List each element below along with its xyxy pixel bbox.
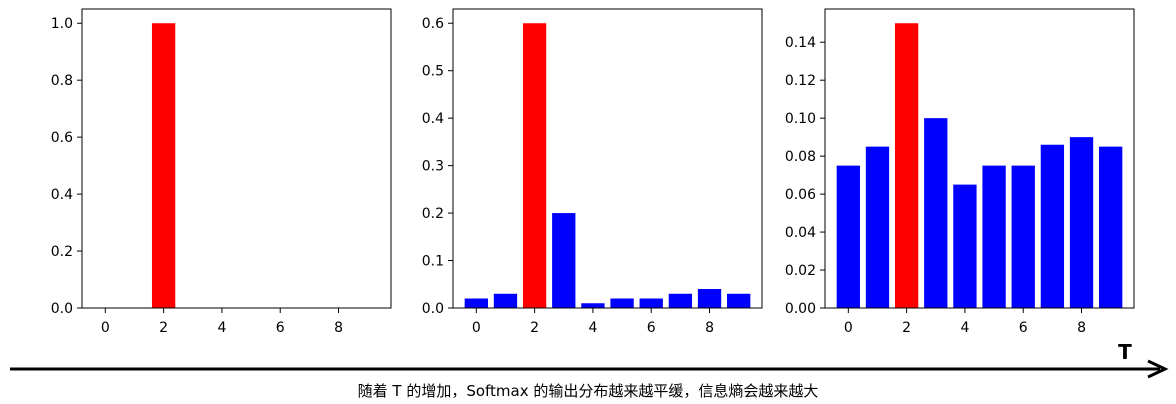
bar-5 (610, 298, 634, 308)
y-tick-label: 0.00 (785, 301, 816, 317)
x-tick-label: 2 (902, 320, 911, 336)
y-tick-label: 0.08 (785, 149, 816, 165)
bar-9 (727, 293, 751, 308)
bar-7 (668, 293, 693, 308)
temperature-arrow-label: T (1118, 340, 1132, 364)
x-tick-label: 8 (1077, 320, 1086, 336)
bar-5 (982, 165, 1006, 308)
y-tick-label: 0.12 (785, 73, 816, 89)
y-tick-label: 0.2 (422, 206, 444, 222)
y-tick-label: 0.5 (422, 64, 444, 80)
bar-4 (953, 184, 977, 308)
y-tick-label: 0.8 (51, 73, 73, 89)
y-tick-label: 0.0 (422, 301, 444, 317)
bar-7 (1040, 144, 1065, 308)
bar-6 (1011, 165, 1035, 308)
bar-4 (581, 303, 605, 308)
x-tick-label: 2 (530, 320, 539, 336)
bar-3 (924, 118, 948, 308)
figure-caption: 随着 T 的增加，Softmax 的输出分布越来越平缓，信息熵会越来越大 (357, 382, 819, 400)
y-tick-label: 0.14 (785, 35, 816, 51)
y-tick-label: 0.1 (422, 254, 444, 270)
y-tick-label: 0.6 (51, 130, 73, 146)
y-tick-label: 0.4 (51, 187, 73, 203)
y-tick-label: 0.06 (785, 187, 816, 203)
x-tick-label: 2 (159, 320, 168, 336)
y-tick-label: 0.0 (51, 301, 73, 317)
plot-frame (452, 8, 763, 309)
bar-0 (836, 165, 860, 308)
y-tick-label: 0.10 (785, 111, 816, 127)
x-tick-label: 6 (1019, 320, 1028, 336)
chart-panel-1: 0 2 4 6 8 0.0 0.2 0.4 0.6 0.8 1.0 (51, 8, 392, 336)
bar-3 (552, 213, 576, 308)
x-tick-label: 0 (472, 320, 481, 336)
x-tick-label: 4 (588, 320, 597, 336)
temperature-arrow-head (1147, 359, 1169, 379)
x-tick-label: 8 (334, 320, 343, 336)
y-tick-label: 0.4 (422, 111, 444, 127)
chart-panel-3: 0 2 4 6 8 0.00 0.02 0.04 0.06 0.08 0.10 0.12 0.14 (785, 8, 1135, 336)
x-tick-label: 6 (647, 320, 656, 336)
x-tick-label: 0 (844, 320, 853, 336)
bar-1 (493, 293, 518, 308)
y-tick-label: 0.6 (422, 16, 444, 32)
bar-8 (697, 289, 722, 308)
y-tick-label: 0.02 (785, 263, 816, 279)
bar-6 (639, 298, 663, 308)
bar-1 (865, 146, 890, 308)
bar-9 (1099, 146, 1123, 308)
bar-0 (464, 298, 488, 308)
y-tick-label: 0.2 (51, 244, 73, 260)
plot-frame (81, 8, 392, 309)
x-tick-label: 6 (276, 320, 285, 336)
bar-8 (1069, 137, 1094, 308)
x-tick-label: 0 (101, 320, 110, 336)
bar-2 (522, 23, 547, 309)
y-tick-label: 1.0 (51, 16, 73, 32)
y-tick-label: 0.04 (785, 225, 816, 241)
x-tick-label: 8 (705, 320, 714, 336)
bar-2 (151, 23, 176, 309)
y-tick-label: 0.3 (422, 159, 444, 175)
plot-frame (824, 8, 1135, 309)
chart-panel-2: 0 2 4 6 8 0.0 0.1 0.2 0.3 0.4 0.5 0.6 (422, 8, 763, 336)
x-tick-label: 4 (217, 320, 226, 336)
x-tick-label: 4 (960, 320, 969, 336)
bar-2 (894, 23, 919, 309)
temperature-arrow: T (10, 340, 1169, 379)
